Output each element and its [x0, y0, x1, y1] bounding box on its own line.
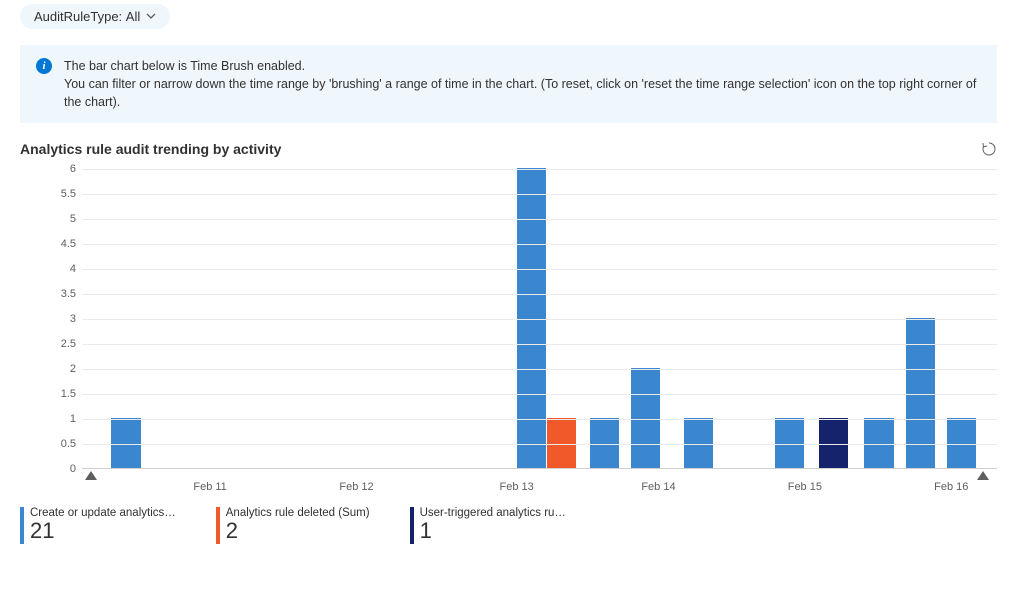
gridline — [82, 219, 997, 220]
gridline — [82, 419, 997, 420]
x-tick-label: Feb 13 — [500, 481, 534, 493]
y-tick-label: 6 — [20, 163, 76, 175]
info-line-1: The bar chart below is Time Brush enable… — [64, 59, 305, 73]
y-tick-label: 0 — [20, 463, 76, 475]
y-tick-label: 3.5 — [20, 288, 76, 300]
gridline — [82, 344, 997, 345]
chart-header: Analytics rule audit trending by activit… — [20, 141, 997, 157]
legend-value: 2 — [226, 519, 370, 543]
gridline — [82, 294, 997, 295]
info-icon: i — [36, 58, 52, 74]
bar-segment[interactable] — [864, 418, 893, 468]
y-tick-label: 5.5 — [20, 188, 76, 200]
filter-label: AuditRuleType: — [34, 9, 122, 24]
brush-handle-left[interactable] — [85, 471, 97, 480]
y-tick-label: 0.5 — [20, 438, 76, 450]
bar-chart[interactable]: 00.511.522.533.544.555.56 Feb 11Feb 12Fe… — [20, 169, 997, 497]
info-text: The bar chart below is Time Brush enable… — [64, 57, 981, 111]
y-tick-label: 2 — [20, 363, 76, 375]
filter-audit-rule-type[interactable]: AuditRuleType: All — [20, 4, 170, 29]
bar-segment[interactable] — [684, 418, 713, 468]
legend-label: Analytics rule deleted (Sum) — [226, 507, 370, 519]
bar-segment[interactable] — [517, 168, 546, 468]
legend-color-bar — [20, 507, 24, 543]
bar-segment[interactable] — [547, 418, 576, 468]
x-tick-label: Feb 12 — [339, 481, 373, 493]
gridline — [82, 244, 997, 245]
info-banner: i The bar chart below is Time Brush enab… — [20, 45, 997, 123]
x-tick-label: Feb 16 — [934, 481, 968, 493]
bar-segment[interactable] — [906, 318, 935, 468]
legend-item[interactable]: Analytics rule deleted (Sum)2 — [216, 507, 370, 543]
x-axis: Feb 11 Feb 12 Feb 13 Feb 14 Feb 15 Feb 16 — [82, 469, 997, 497]
y-tick-label: 2.5 — [20, 338, 76, 350]
legend-value: 1 — [420, 519, 566, 543]
gridline — [82, 269, 997, 270]
legend-item[interactable]: Create or update analytics…21 — [20, 507, 176, 543]
bar-segment[interactable] — [947, 418, 976, 468]
legend-color-bar — [410, 507, 414, 543]
legend: Create or update analytics…21 Analytics r… — [20, 507, 997, 543]
gridline — [82, 169, 997, 170]
y-axis: 00.511.522.533.544.555.56 — [20, 169, 80, 469]
x-tick-label: Feb 11 — [193, 481, 226, 493]
reset-time-range-icon[interactable] — [981, 141, 997, 157]
y-tick-label: 1.5 — [20, 388, 76, 400]
bar-segment[interactable] — [631, 368, 660, 468]
bar-segment[interactable] — [819, 418, 848, 468]
x-tick-label: Feb 14 — [641, 481, 675, 493]
legend-value: 21 — [30, 519, 176, 543]
legend-label: User-triggered analytics ru… — [420, 507, 566, 519]
gridline — [82, 394, 997, 395]
info-line-2: You can filter or narrow down the time r… — [64, 77, 976, 109]
bar-segment[interactable] — [590, 418, 619, 468]
x-tick-label: Feb 15 — [788, 481, 822, 493]
legend-color-bar — [216, 507, 220, 543]
chart-title: Analytics rule audit trending by activit… — [20, 141, 281, 157]
y-tick-label: 5 — [20, 213, 76, 225]
gridline — [82, 444, 997, 445]
bar-segment[interactable] — [111, 418, 140, 468]
y-tick-label: 1 — [20, 413, 76, 425]
plot-area[interactable] — [82, 169, 997, 469]
y-tick-label: 4 — [20, 263, 76, 275]
chevron-down-icon — [146, 9, 156, 24]
bar-segment[interactable] — [775, 418, 804, 468]
brush-handle-right[interactable] — [977, 471, 989, 480]
filter-value: All — [126, 9, 140, 24]
gridline — [82, 194, 997, 195]
y-tick-label: 4.5 — [20, 238, 76, 250]
gridline — [82, 319, 997, 320]
y-tick-label: 3 — [20, 313, 76, 325]
gridline — [82, 369, 997, 370]
legend-item[interactable]: User-triggered analytics ru…1 — [410, 507, 566, 543]
